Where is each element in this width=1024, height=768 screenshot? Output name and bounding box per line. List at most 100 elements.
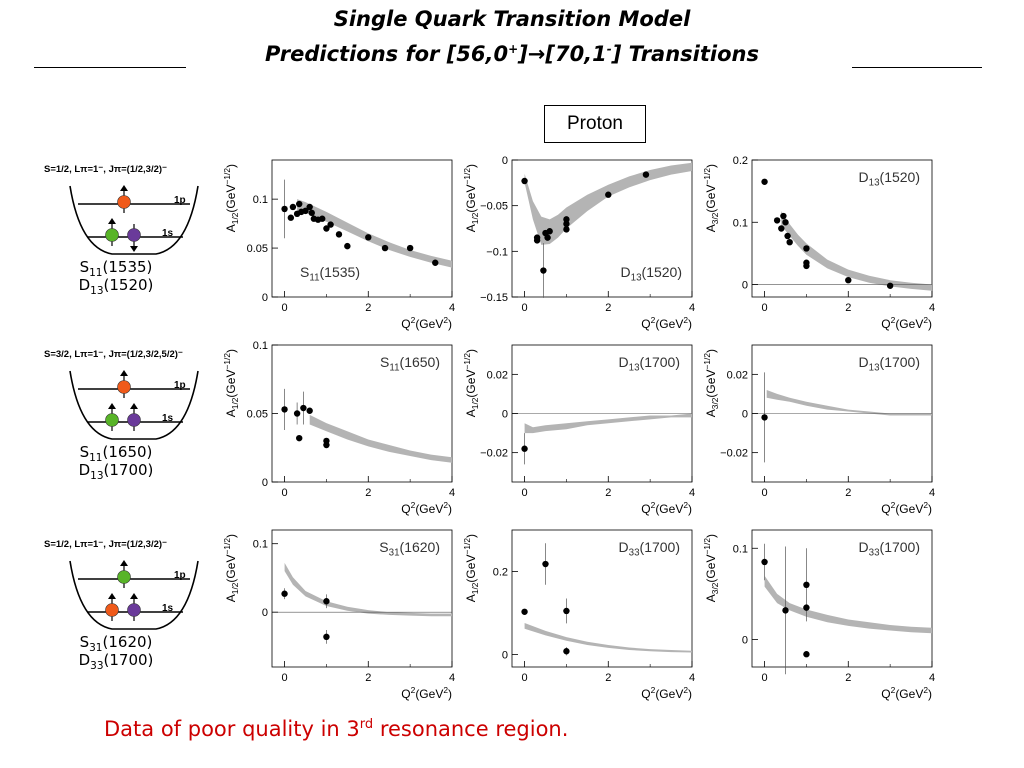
- data-point: [803, 604, 810, 611]
- spin-up-arrow: [120, 185, 128, 191]
- x-tick-label: 4: [689, 672, 695, 684]
- x-tick-label: 4: [689, 302, 695, 314]
- quark-purple: [127, 413, 141, 427]
- spin-up-arrow: [130, 593, 138, 599]
- data-point: [432, 259, 439, 266]
- title-line-2-post: ] Transitions: [611, 42, 759, 66]
- y-tick-label: 0: [262, 607, 268, 619]
- data-point: [605, 191, 612, 198]
- y-tick-label: 0: [502, 409, 508, 421]
- resonance-label: D13(1520): [859, 169, 921, 189]
- data-point: [302, 207, 309, 215]
- x-tick-label: 2: [365, 672, 371, 684]
- x-tick-label: 2: [845, 302, 851, 314]
- data-point: [780, 212, 787, 220]
- multiplet-header: S=1/2, Lπ=1⁻, Jπ=(1/2,3/2)⁻: [44, 164, 167, 175]
- y-tick-label: 0: [502, 155, 508, 167]
- data-point: [289, 203, 297, 211]
- data-point: [323, 225, 330, 232]
- resonance-label: D33(1700): [619, 539, 681, 559]
- y-tick-label: 0.1: [253, 340, 268, 352]
- data-point: [761, 178, 768, 185]
- spin-up-arrow: [120, 370, 128, 376]
- spin-up-arrow: [108, 218, 116, 224]
- title-sup-plus: +: [508, 42, 519, 56]
- chart-panel-r3c3: 0 2 4 0 0.1 Q2(GeV2) A3/2(GeV−1/2) D33(1700): [702, 529, 935, 701]
- footnote-sup: rd: [359, 717, 374, 732]
- state-label: S11(1650): [80, 443, 153, 464]
- x-tick-label: 2: [365, 302, 371, 314]
- y-axis-title: A1/2(GeV−1/2): [222, 164, 240, 232]
- y-axis-title: A3/2(GeV−1/2): [702, 349, 720, 417]
- x-tick-label: 2: [605, 672, 611, 684]
- multiplet-header: S=3/2, Lπ=1⁻, Jπ=(1/2,3/2,5/2)⁻: [44, 349, 183, 360]
- x-tick-label: 0: [521, 487, 527, 499]
- y-axis-title: A1/2(GeV−1/2): [462, 349, 480, 417]
- data-point: [323, 598, 330, 605]
- y-tick-label: 0: [262, 477, 268, 489]
- chart-panel-r2c3: 0 2 4 −0.02 0 0.02 Q2(GeV2) A3/2(GeV−1/2) D13(17…: [702, 344, 935, 516]
- data-point: [803, 262, 810, 270]
- data-point: [344, 242, 351, 250]
- x-axis-title: Q2(GeV2): [401, 315, 452, 331]
- x-axis-title: Q2(GeV2): [881, 500, 932, 516]
- x-tick-label: 4: [689, 487, 695, 499]
- plot-frame: [271, 529, 453, 668]
- data-point: [886, 282, 894, 289]
- x-tick-label: 4: [929, 302, 935, 314]
- resonance-label: D33(1700): [859, 539, 921, 559]
- data-point: [542, 560, 549, 568]
- title-line-2-mid: ]→[70,1: [518, 42, 607, 66]
- plot-frame: [751, 159, 933, 298]
- data-point: [784, 232, 791, 240]
- x-axis-title: Q2(GeV2): [641, 315, 692, 331]
- spin-up-arrow: [120, 560, 128, 566]
- data-point: [563, 226, 570, 233]
- page-title: Single Quark Transition Model Prediction…: [0, 4, 1024, 69]
- data-point: [323, 633, 330, 641]
- x-axis-title: Q2(GeV2): [881, 315, 932, 331]
- level-label-1p: 1p: [174, 195, 186, 206]
- y-tick-label: 0.02: [727, 369, 748, 381]
- x-tick-label: 0: [281, 302, 287, 314]
- quark-orange: [117, 195, 131, 209]
- y-tick-label: −0.1: [486, 246, 508, 258]
- spin-up-arrow: [108, 593, 116, 599]
- level-label-1p: 1p: [174, 570, 186, 581]
- y-tick-label: 0: [502, 650, 508, 662]
- y-tick-label: 0: [742, 409, 748, 421]
- y-axis-title: A3/2(GeV−1/2): [702, 164, 720, 232]
- x-tick-label: 0: [521, 302, 527, 314]
- x-tick-label: 0: [521, 672, 527, 684]
- data-point: [546, 228, 553, 235]
- data-point: [778, 225, 785, 232]
- x-tick-label: 2: [605, 302, 611, 314]
- x-tick-label: 4: [929, 487, 935, 499]
- data-point: [803, 245, 810, 252]
- y-tick-label: 0.1: [253, 194, 268, 206]
- chart-panel-r1c3: 0 2 4 0 0.1 0.2 Q2(GeV2) A3/2(GeV−1/2) D13(1520): [702, 155, 935, 331]
- data-point: [281, 590, 288, 597]
- data-point: [381, 244, 389, 252]
- y-tick-label: −0.02: [480, 448, 508, 460]
- level-label-1p: 1p: [174, 380, 186, 391]
- state-label: D33(1700): [79, 651, 154, 672]
- model-prediction-band: [297, 199, 452, 268]
- plot-frame: [511, 529, 693, 668]
- data-point: [323, 441, 330, 449]
- spin-down-arrow: [130, 246, 138, 252]
- title-sup-minus: -: [606, 42, 612, 56]
- data-point: [761, 558, 768, 566]
- x-tick-label: 2: [365, 487, 371, 499]
- x-tick-label: 4: [449, 487, 455, 499]
- y-tick-label: 0.2: [733, 155, 748, 167]
- state-label: D13(1700): [79, 461, 154, 482]
- spin-up-arrow: [108, 403, 116, 409]
- data-point: [335, 231, 343, 238]
- x-tick-label: 4: [449, 672, 455, 684]
- data-point: [406, 244, 414, 252]
- data-point: [544, 234, 551, 241]
- y-tick-label: 0.1: [733, 543, 748, 555]
- data-point: [773, 217, 781, 224]
- potential-well: [69, 370, 199, 440]
